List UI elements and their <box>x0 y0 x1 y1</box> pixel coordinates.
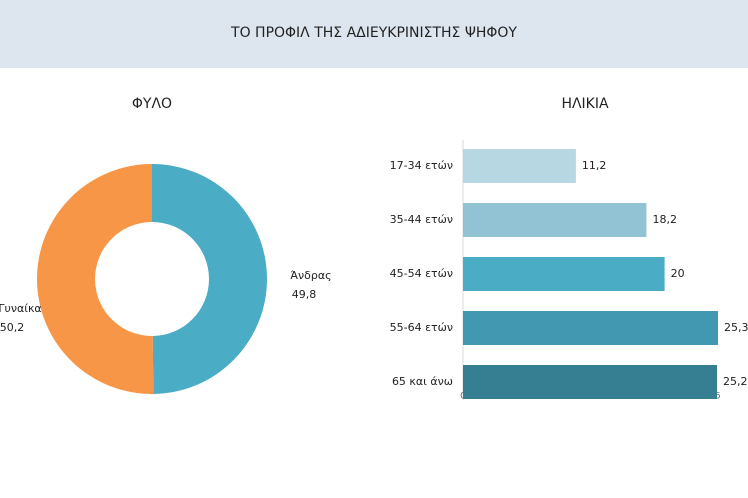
value-label: 49,8 <box>292 288 317 301</box>
chart-title: ΗΛΙΚΙΑ <box>561 96 609 112</box>
bar <box>463 365 718 399</box>
value-label: 11,2 <box>582 159 607 172</box>
donut-slice <box>152 164 267 394</box>
value-label: 25,3 <box>724 321 748 334</box>
slice-label: Γυναίκα <box>0 302 42 315</box>
bar <box>463 149 576 183</box>
value-label: 20 <box>671 267 685 280</box>
value-label: 25,2 <box>723 375 748 388</box>
y-tick-label: 55-64 ετών <box>390 321 453 334</box>
y-tick-label: 65 και άνω <box>392 375 453 388</box>
value-label: 18,2 <box>652 213 677 226</box>
value-label: 50,2 <box>0 321 24 334</box>
bar <box>463 203 647 237</box>
bar <box>463 311 719 345</box>
y-tick-label: 45-54 ετών <box>390 267 453 280</box>
donut-slice <box>36 164 154 395</box>
chart-title: ΦΥΛΟ <box>132 96 172 112</box>
y-tick-label: 17-34 ετών <box>390 159 453 172</box>
header-band <box>0 0 748 68</box>
slice-label: Άνδρας <box>290 269 331 282</box>
bar <box>463 257 665 291</box>
y-tick-label: 35-44 ετών <box>390 213 453 226</box>
page-title: ΤΟ ΠΡΟΦΙΛ ΤΗΣ ΑΔΙΕΥΚΡΙΝΙΣΤΗΣ ΨΗΦΟΥ <box>230 25 517 41</box>
